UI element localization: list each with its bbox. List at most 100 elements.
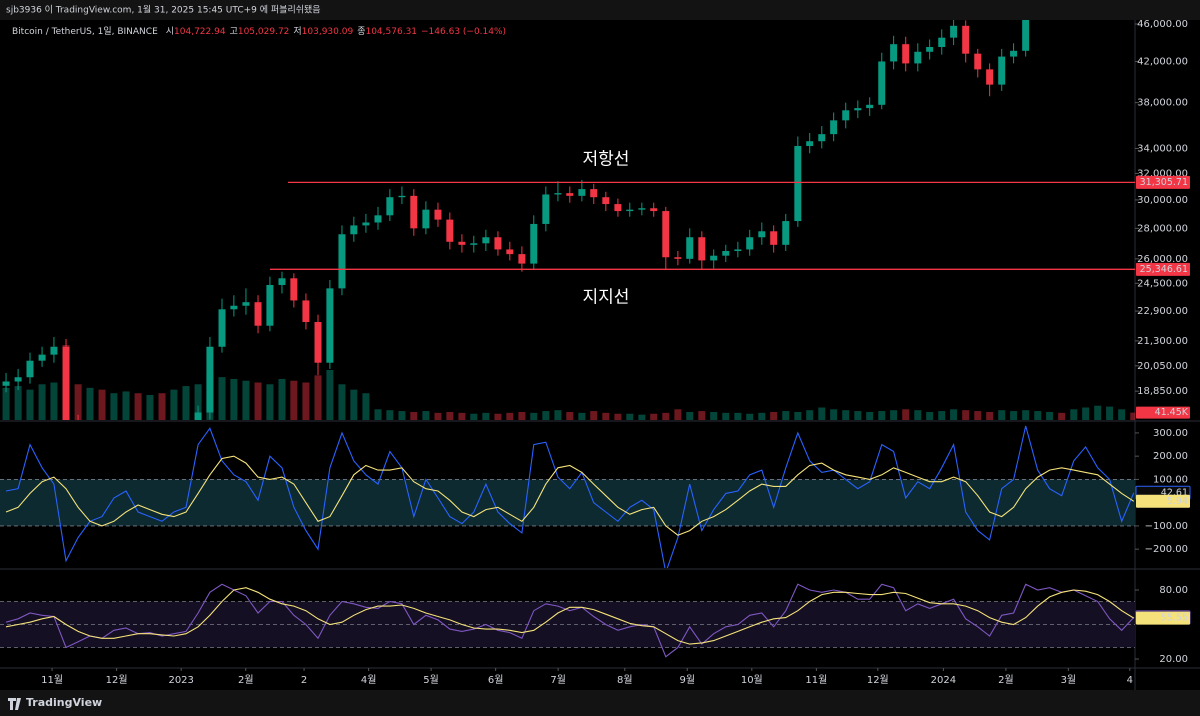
candle-body (926, 47, 934, 52)
candle-body (182, 436, 189, 441)
candle-body (470, 243, 478, 245)
volume-bar (254, 382, 262, 420)
candle-body (614, 204, 622, 212)
volume-bar (302, 382, 310, 420)
volume-bar (86, 387, 94, 420)
volume-bar (1130, 412, 1135, 420)
volume-bar (266, 384, 274, 420)
candle-body (326, 288, 334, 363)
volume-bar (146, 395, 154, 420)
candle-body (710, 255, 718, 261)
candle-body (854, 108, 862, 111)
volume-bar (1010, 411, 1018, 420)
candle-body (950, 25, 958, 38)
last-value-tag-bg (1136, 611, 1190, 625)
x-tick-label: 10월 (741, 674, 763, 686)
ohlc-label: 시 (166, 26, 174, 37)
volume-bar (1118, 409, 1126, 420)
candle-body (254, 302, 262, 326)
candle-body (422, 209, 430, 229)
x-tick-label: 2 (301, 675, 307, 686)
last-value-tag: 5.94 (1167, 496, 1188, 507)
x-tick-label: 5월 (423, 674, 439, 686)
candle-body (410, 195, 418, 229)
volume-bar (602, 412, 610, 420)
candle-body (290, 278, 298, 301)
volume-bar (218, 377, 226, 420)
candle-body (974, 53, 982, 70)
x-tick-label: 11월 (41, 674, 63, 686)
ohlc-value: 105,029.72 (238, 27, 290, 37)
candle-body (902, 44, 910, 64)
x-tick-label: 7월 (550, 674, 566, 686)
volume-bar (494, 413, 502, 420)
candle-body (578, 189, 586, 196)
candle-body (866, 104, 874, 109)
x-tick-label: 12월 (867, 674, 889, 686)
volume-tag: 41.45K (1155, 407, 1189, 418)
annotation: 지지선 (583, 287, 630, 307)
volume-bar (386, 410, 394, 420)
y-tick-label: −200.00 (1145, 544, 1188, 555)
candle-body (170, 441, 177, 443)
volume-bar (854, 411, 862, 420)
candle-body (242, 302, 250, 306)
ohlc-label: 종 (357, 26, 365, 37)
candle-body (206, 346, 214, 413)
y-tick-label: 42,000.00 (1137, 56, 1188, 67)
x-tick-label: 11월 (805, 674, 827, 686)
volume-bar (638, 414, 646, 420)
volume-bar (686, 411, 694, 420)
volume-bar (338, 384, 346, 420)
volume-bar (782, 411, 790, 420)
last-value-tag-bg (1136, 494, 1190, 508)
y-tick-label: 300.00 (1153, 428, 1188, 439)
candle-body (38, 354, 46, 361)
candle-body (962, 25, 970, 54)
candle-body (26, 360, 34, 378)
volume-bar (710, 411, 718, 420)
volume-bar (542, 411, 550, 420)
volume-bar (902, 409, 910, 420)
candle-body (75, 422, 82, 446)
y-tick-label: 200.00 (1153, 451, 1188, 462)
volume-bar (998, 410, 1006, 420)
volume-bar (242, 380, 250, 420)
volume-bar (230, 378, 238, 420)
indicator-line (5, 455, 1135, 536)
volume-bar (866, 411, 874, 420)
candle-body (230, 305, 238, 310)
price-layer (2, 20, 1135, 446)
ohlc-value: 104,576.31 (365, 27, 417, 37)
candle-body (62, 346, 70, 420)
candle-body (122, 431, 129, 436)
volume-bar (398, 411, 406, 420)
y-tick-label: 30,000.00 (1137, 195, 1188, 206)
last-value-tag: 42.61 (1161, 487, 1188, 498)
candle-body (806, 141, 814, 147)
candle-body (674, 257, 682, 259)
volume-bar (350, 389, 358, 420)
volume-bar (1094, 405, 1102, 420)
candle-body (2, 381, 10, 386)
volume-bar (290, 380, 298, 420)
candle-body (278, 278, 286, 285)
volume-bar (614, 413, 622, 420)
legend-header: Bitcoin / TetherUS, 1일, BINANCE 시104,722.… (12, 26, 506, 37)
level-tag: 31,305.71 (1140, 177, 1188, 188)
indicator-line (5, 587, 1135, 645)
volume-bar (2, 387, 10, 420)
volume-bar (38, 384, 46, 420)
volume-bar (554, 410, 562, 420)
volume-bar (674, 409, 682, 420)
volume-bar (986, 411, 994, 420)
volume-bar (794, 411, 802, 420)
volume-bar (1058, 412, 1066, 420)
candle-body (998, 56, 1006, 85)
candle-body (650, 208, 658, 212)
volume-bar (170, 389, 178, 420)
volume-bar (458, 412, 466, 420)
indicator-line (5, 425, 1135, 568)
candle-body (350, 225, 358, 235)
volume-bar (650, 413, 658, 420)
